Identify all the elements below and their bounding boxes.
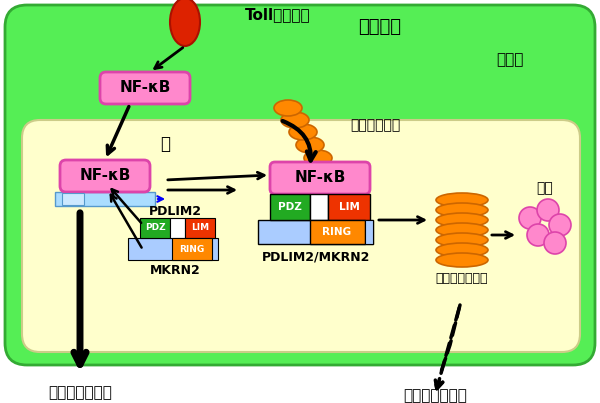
Text: 細胞質: 細胞質 [496, 52, 524, 67]
Ellipse shape [304, 150, 332, 166]
Text: 分解: 分解 [536, 181, 553, 195]
FancyBboxPatch shape [100, 72, 190, 104]
Ellipse shape [436, 213, 488, 227]
Ellipse shape [289, 124, 317, 140]
Ellipse shape [436, 223, 488, 237]
Bar [328, 194, 370, 220]
Bar [128, 238, 218, 260]
Text: NF-κB: NF-κB [79, 168, 131, 183]
Text: PDZ: PDZ [278, 202, 302, 212]
Ellipse shape [436, 243, 488, 257]
Text: 樹状細胞: 樹状細胞 [359, 18, 401, 36]
FancyBboxPatch shape [22, 120, 580, 352]
Text: MKRN2: MKRN2 [149, 264, 200, 277]
Text: 炎症反応の誘導: 炎症反応の誘導 [48, 386, 112, 401]
Ellipse shape [436, 253, 488, 267]
Circle shape [527, 224, 549, 246]
Bar [258, 220, 373, 244]
Text: LIM: LIM [191, 224, 209, 233]
Bar [140, 218, 170, 238]
Text: NF-κB: NF-κB [119, 81, 170, 96]
Text: NF-κB: NF-κB [295, 170, 346, 185]
Ellipse shape [296, 137, 324, 153]
Bar [185, 218, 215, 238]
Bar [310, 194, 328, 220]
Ellipse shape [274, 100, 302, 116]
Circle shape [519, 207, 541, 229]
FancyBboxPatch shape [270, 162, 370, 194]
FancyBboxPatch shape [5, 5, 595, 365]
Bar [172, 238, 212, 260]
Text: 炎症反応の収束: 炎症反応の収束 [403, 388, 467, 403]
Ellipse shape [436, 203, 488, 217]
Ellipse shape [436, 193, 488, 207]
Bar [55, 192, 155, 206]
Circle shape [549, 214, 571, 236]
Bar [62, 193, 84, 205]
Circle shape [537, 199, 559, 221]
Text: LIM: LIM [338, 202, 359, 212]
Text: プロテアソーム: プロテアソーム [436, 272, 488, 285]
FancyBboxPatch shape [60, 160, 150, 192]
Bar [170, 218, 185, 238]
Bar [310, 220, 365, 244]
Ellipse shape [281, 112, 309, 128]
Bar [270, 194, 310, 220]
Text: RING: RING [322, 227, 352, 237]
Text: RING: RING [179, 245, 205, 253]
Ellipse shape [170, 0, 200, 46]
Text: 核: 核 [160, 135, 170, 153]
Text: PDLIM2/MKRN2: PDLIM2/MKRN2 [262, 250, 370, 263]
Ellipse shape [436, 233, 488, 247]
Text: PDZ: PDZ [145, 224, 166, 233]
Bar [365, 220, 373, 244]
Text: ユビキチン化: ユビキチン化 [350, 118, 400, 132]
Text: PDLIM2: PDLIM2 [149, 205, 202, 218]
Circle shape [544, 232, 566, 254]
Text: Toll様受容体: Toll様受容体 [245, 8, 311, 23]
